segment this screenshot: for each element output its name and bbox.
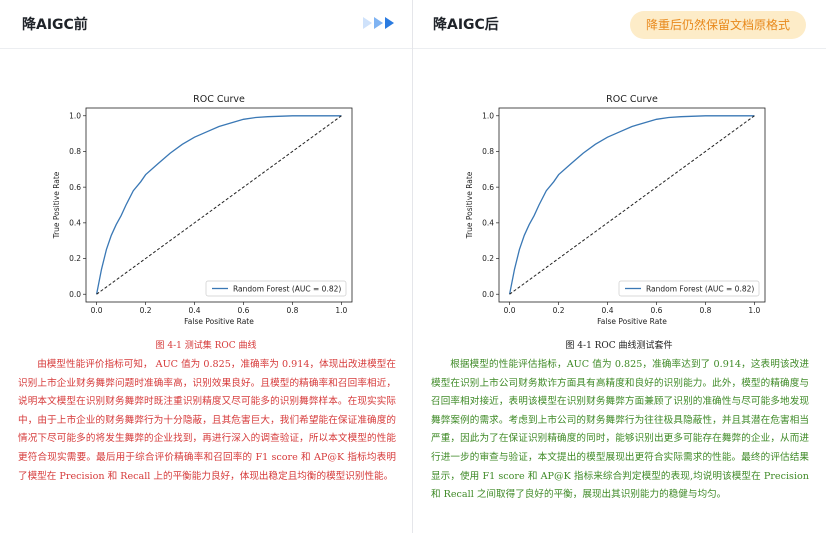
y-tick-label: 0.0 bbox=[69, 290, 81, 299]
before-title: 降AIGC前 bbox=[22, 17, 88, 33]
x-tick-label: 1.0 bbox=[335, 306, 347, 315]
x-tick-label: 0.6 bbox=[651, 306, 663, 315]
before-figure-caption: 图 4-1 测试集 ROC 曲线 bbox=[155, 341, 257, 351]
legend-entry: Random Forest (AUC = 0.82) bbox=[233, 284, 341, 293]
x-tick-label: 0.6 bbox=[238, 306, 250, 315]
y-tick-label: 1.0 bbox=[69, 111, 81, 120]
y-tick-label: 1.0 bbox=[482, 111, 494, 120]
forward-arrows-icon bbox=[363, 17, 394, 29]
x-tick-label: 0.0 bbox=[504, 306, 516, 315]
x-tick-label: 0.8 bbox=[699, 306, 711, 315]
plot-frame bbox=[498, 107, 766, 303]
x-axis-label: False Positive Rate bbox=[184, 317, 254, 326]
before-paragraph: 由模型性能评价指标可知， AUC 值为 0.825，准确率为 0.914，体现出… bbox=[18, 359, 396, 482]
y-tick-label: 0.4 bbox=[482, 218, 494, 227]
chart-title: ROC Curve bbox=[193, 94, 245, 105]
chart-title: ROC Curve bbox=[606, 94, 658, 105]
chance-diagonal-line bbox=[96, 115, 342, 295]
before-panel: 降AIGC前 ROC Curve 0.0 0.2 0.4 0.6 0.8 1.0 0.0 0.2… bbox=[0, 0, 413, 533]
legend-entry: Random Forest (AUC = 0.82) bbox=[646, 284, 754, 293]
y-axis-label: True Positive Rate bbox=[465, 171, 474, 239]
x-tick-label: 0.8 bbox=[286, 306, 298, 315]
y-tick-label: 0.6 bbox=[482, 183, 494, 192]
x-tick-label: 1.0 bbox=[748, 306, 760, 315]
x-tick-label: 0.4 bbox=[602, 306, 614, 315]
y-tick-label: 0.2 bbox=[482, 254, 494, 263]
arrow-light-icon bbox=[363, 17, 372, 29]
after-figure-caption: 图 4-1 ROC 曲线测试套件 bbox=[565, 341, 673, 351]
y-axis-label: True Positive Rate bbox=[52, 171, 61, 239]
x-tick-label: 0.4 bbox=[189, 306, 201, 315]
y-tick-label: 0.0 bbox=[482, 290, 494, 299]
y-tick-label: 0.6 bbox=[69, 183, 81, 192]
arrow-dark-icon bbox=[385, 17, 394, 29]
after-panel: 降AIGC后 降重后仍然保留文档原格式 ROC Curve 0.0 0.2 0.4 0.… bbox=[413, 0, 826, 533]
x-axis-label: False Positive Rate bbox=[597, 317, 667, 326]
after-header: 降AIGC后 降重后仍然保留文档原格式 bbox=[413, 0, 826, 49]
roc-series-line bbox=[508, 115, 755, 295]
format-preserved-badge: 降重后仍然保留文档原格式 bbox=[629, 11, 806, 39]
roc-series-line bbox=[95, 115, 342, 295]
roc-chart-after: ROC Curve 0.0 0.2 0.4 0.6 0.8 1.0 0.0 0.2 0.4 0.6 0… bbox=[465, 94, 766, 326]
roc-chart-before: ROC Curve 0.0 0.2 0.4 0.6 0.8 1.0 0.0 0.2 0.4 0.6 0… bbox=[52, 94, 353, 326]
plot-frame bbox=[85, 107, 353, 303]
x-tick-label: 0.2 bbox=[553, 306, 565, 315]
after-title: 降AIGC后 bbox=[433, 17, 499, 33]
legend-box bbox=[205, 280, 347, 297]
y-tick-label: 0.4 bbox=[69, 218, 81, 227]
before-header: 降AIGC前 bbox=[0, 0, 412, 49]
after-paragraph: 根据模型的性能评估指标，AUC 值为 0.825，准确率达到了 0.914，这表… bbox=[431, 359, 809, 501]
chance-diagonal-line bbox=[509, 115, 755, 295]
arrow-mid-icon bbox=[374, 17, 383, 29]
x-tick-label: 0.0 bbox=[91, 306, 103, 315]
y-tick-label: 0.8 bbox=[69, 147, 81, 156]
y-tick-label: 0.2 bbox=[69, 254, 81, 263]
y-tick-label: 0.8 bbox=[482, 147, 494, 156]
legend-box bbox=[618, 280, 760, 297]
x-tick-label: 0.2 bbox=[140, 306, 152, 315]
